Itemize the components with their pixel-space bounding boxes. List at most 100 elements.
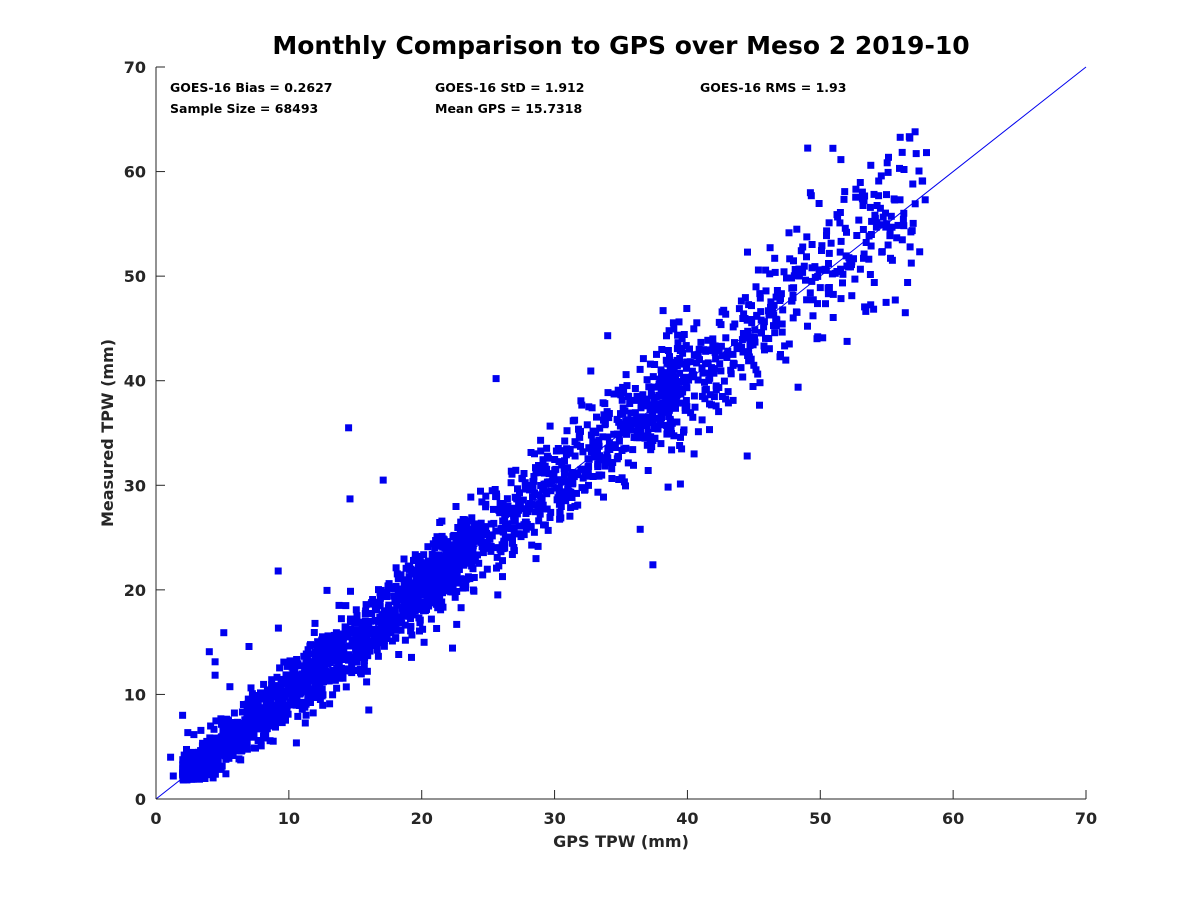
data-point (633, 415, 641, 423)
data-point (827, 239, 835, 247)
data-point (203, 737, 211, 745)
data-point (294, 712, 302, 720)
data-point (477, 519, 485, 527)
data-point (278, 676, 286, 684)
data-point (363, 678, 371, 686)
data-point (274, 567, 282, 575)
data-point (511, 504, 519, 512)
data-point (862, 239, 870, 246)
data-point (756, 290, 764, 298)
data-point (326, 700, 334, 708)
data-point (649, 373, 657, 381)
data-point (821, 266, 829, 274)
data-point (744, 248, 751, 256)
data-point (720, 377, 728, 385)
data-point (251, 715, 259, 723)
data-point (552, 465, 560, 473)
data-point (238, 747, 245, 755)
data-point (585, 455, 593, 463)
data-point (251, 697, 259, 704)
data-point (230, 709, 238, 717)
data-point (676, 369, 684, 377)
data-point (676, 378, 684, 386)
data-point (885, 153, 892, 161)
data-point (256, 705, 264, 713)
data-point (311, 619, 319, 627)
data-point (631, 420, 639, 428)
data-point (475, 559, 483, 567)
data-point (803, 296, 811, 304)
data-point (765, 311, 773, 319)
data-point (855, 216, 863, 224)
data-point (379, 476, 387, 484)
data-point (219, 726, 227, 734)
data-point (205, 648, 213, 656)
data-point (691, 403, 699, 411)
data-point (383, 635, 391, 642)
data-point (338, 630, 345, 638)
data-point (663, 385, 670, 393)
data-point (409, 611, 417, 619)
data-point (268, 685, 276, 692)
data-point (912, 150, 920, 158)
data-point (449, 644, 456, 652)
data-point (656, 421, 664, 429)
data-point (690, 392, 698, 400)
data-point (452, 503, 460, 510)
data-point (537, 447, 545, 455)
data-point (493, 553, 501, 561)
data-point (378, 616, 386, 624)
data-point (777, 290, 785, 298)
data-point (501, 516, 509, 523)
data-point (656, 375, 664, 383)
data-point (393, 601, 401, 609)
data-point (252, 744, 259, 752)
data-point (778, 328, 786, 336)
data-point (664, 395, 672, 403)
data-point (429, 563, 437, 571)
data-point (407, 622, 415, 630)
data-point (414, 577, 421, 585)
data-point (211, 734, 219, 742)
data-point (324, 632, 332, 640)
data-point (699, 369, 707, 377)
data-point (816, 284, 824, 292)
data-point (436, 573, 444, 581)
data-point (353, 628, 361, 636)
data-point (217, 733, 225, 741)
data-point (909, 219, 917, 227)
data-point (362, 601, 370, 609)
data-point (197, 757, 205, 765)
data-point (203, 742, 211, 750)
data-point (770, 311, 778, 319)
data-point (501, 544, 509, 552)
data-point (468, 550, 476, 558)
data-point (735, 305, 743, 313)
data-point (219, 721, 227, 729)
data-point (836, 209, 844, 216)
data-point (841, 224, 849, 232)
data-point (292, 692, 300, 700)
data-point (286, 657, 294, 665)
data-point (667, 423, 675, 431)
data-point (672, 404, 679, 412)
data-point (284, 678, 292, 686)
data-point (847, 263, 854, 271)
data-point (290, 666, 298, 674)
data-point (868, 217, 876, 225)
data-point (468, 543, 476, 551)
data-point (556, 447, 564, 455)
data-point (316, 656, 324, 664)
data-point (670, 365, 678, 373)
data-point (803, 253, 810, 261)
data-point (815, 200, 823, 207)
data-point (439, 543, 447, 551)
data-point (529, 478, 537, 486)
data-point (442, 551, 450, 558)
data-point (571, 416, 579, 424)
data-point (676, 480, 684, 488)
data-point (526, 486, 533, 494)
data-point (749, 383, 757, 390)
data-point (288, 674, 296, 682)
data-point (561, 457, 568, 465)
